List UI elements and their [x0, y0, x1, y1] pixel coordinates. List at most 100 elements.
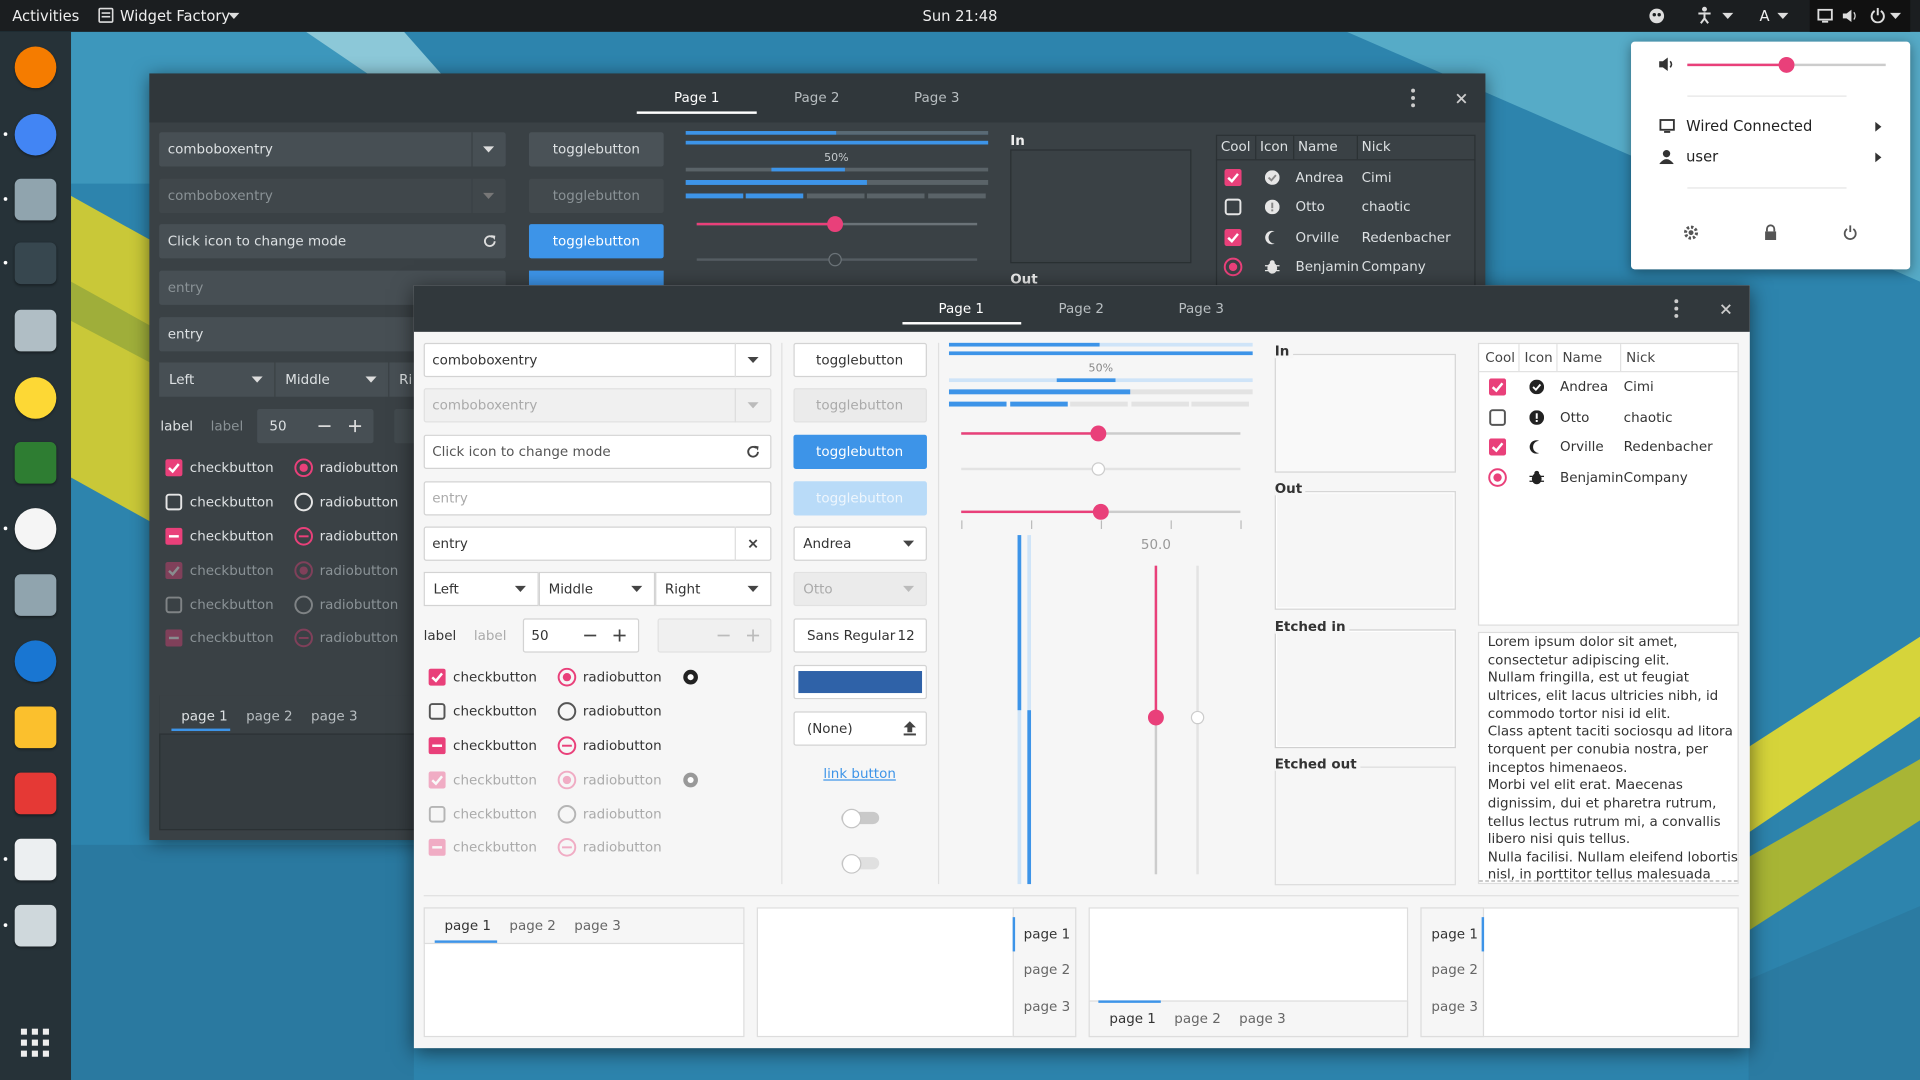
entry[interactable] — [159, 132, 506, 167]
slider-knob[interactable] — [841, 853, 862, 874]
column-header[interactable]: Cool — [1485, 349, 1515, 366]
power-icon[interactable] — [1870, 7, 1886, 24]
checkbox[interactable] — [1488, 438, 1507, 456]
entry[interactable] — [423, 388, 772, 423]
checkbox[interactable] — [428, 805, 446, 823]
entry[interactable] — [423, 434, 772, 469]
dock-icon[interactable] — [14, 377, 57, 419]
dropdown[interactable] — [793, 526, 927, 561]
column-header[interactable]: Icon — [1524, 349, 1553, 366]
checkbox[interactable] — [165, 562, 183, 580]
checkbox[interactable] — [1224, 228, 1242, 247]
menu-item[interactable]: user — [1686, 148, 1719, 166]
spin-minus[interactable] — [717, 629, 730, 641]
input-source[interactable]: A — [1759, 7, 1770, 25]
notebook-tab[interactable]: page 1 — [181, 708, 228, 725]
checkbox[interactable] — [428, 737, 446, 755]
notebook-tab[interactable]: page 3 — [574, 917, 621, 934]
link-button[interactable]: link button — [823, 765, 896, 782]
close-icon[interactable] — [748, 539, 758, 549]
radio[interactable] — [1488, 468, 1508, 488]
font-button[interactable] — [793, 618, 927, 653]
checkbox[interactable] — [165, 459, 183, 477]
radio[interactable] — [1223, 257, 1243, 277]
power-button[interactable] — [1843, 225, 1858, 240]
radio[interactable] — [557, 702, 577, 722]
dock-icon[interactable] — [14, 772, 57, 815]
checkbox[interactable] — [165, 629, 183, 647]
checkbox[interactable] — [165, 493, 183, 511]
dock-icon[interactable] — [14, 640, 57, 683]
slider-knob[interactable] — [1147, 709, 1164, 726]
dock-icon[interactable] — [14, 242, 57, 285]
app-menu[interactable]: Widget Factory — [120, 7, 231, 25]
spin-plus[interactable] — [348, 420, 362, 433]
notebook-tab[interactable]: page 2 — [509, 917, 556, 934]
checkbox[interactable] — [165, 527, 183, 545]
slider-knob[interactable] — [1090, 425, 1107, 442]
notebook-tab[interactable]: page 1 — [1023, 926, 1071, 943]
spin-plus[interactable] — [613, 629, 626, 642]
checkbox[interactable] — [428, 838, 446, 856]
activities-button[interactable]: Activities — [12, 7, 80, 25]
notebook-tab[interactable]: page 3 — [1431, 998, 1478, 1015]
radio[interactable] — [294, 595, 314, 615]
slider-knob[interactable] — [828, 252, 843, 267]
notebook-tab[interactable]: page 3 — [311, 708, 358, 725]
toggle-button[interactable] — [793, 434, 927, 469]
notebook-tab[interactable]: page 1 — [1431, 926, 1478, 943]
toggle-button[interactable] — [528, 224, 664, 259]
spin-plus[interactable] — [746, 629, 760, 642]
dock-icon[interactable] — [14, 838, 57, 881]
tab[interactable]: Page 2 — [794, 90, 840, 106]
radio[interactable] — [557, 667, 577, 687]
checkbox[interactable] — [1489, 409, 1506, 426]
settings-button[interactable] — [1683, 225, 1699, 240]
dock-icon[interactable] — [14, 46, 57, 89]
network-icon[interactable] — [1817, 8, 1833, 24]
column-header[interactable]: Nick — [1361, 138, 1391, 155]
radio[interactable] — [294, 561, 314, 581]
menu-button[interactable] — [1674, 299, 1679, 319]
radio[interactable] — [294, 458, 314, 478]
notebook-tab[interactable]: page 2 — [1023, 961, 1071, 978]
entry[interactable] — [423, 526, 772, 561]
radio[interactable] — [294, 492, 314, 512]
slider-knob[interactable] — [1092, 503, 1109, 520]
notebook-tab[interactable]: page 3 — [1239, 1010, 1286, 1027]
notebook-tab[interactable]: page 1 — [444, 917, 491, 934]
tab[interactable]: Page 1 — [938, 300, 984, 317]
lock-button[interactable] — [1764, 224, 1777, 241]
tab[interactable]: Page 1 — [674, 90, 720, 106]
entry[interactable] — [159, 224, 506, 259]
clock[interactable]: Sun 21:48 — [922, 7, 998, 25]
entry[interactable] — [159, 178, 506, 214]
toggle-button[interactable] — [528, 132, 664, 167]
dock-icon[interactable] — [14, 574, 57, 616]
spin-minus[interactable] — [584, 629, 597, 641]
toggle-button[interactable] — [528, 178, 664, 214]
notebook-tab[interactable]: page 2 — [246, 708, 293, 725]
app-grid-button[interactable] — [20, 1028, 50, 1058]
menu-button[interactable] — [1411, 88, 1416, 108]
radio[interactable] — [557, 770, 577, 790]
radio-dark[interactable] — [682, 669, 699, 686]
dock-icon[interactable] — [14, 113, 57, 156]
dropdown[interactable] — [793, 571, 927, 607]
notebook-tab[interactable]: page 2 — [1431, 961, 1478, 978]
refresh-icon[interactable] — [482, 234, 497, 249]
spin-minus[interactable] — [318, 420, 331, 432]
radio[interactable] — [294, 628, 314, 648]
notebook-tab[interactable]: page 1 — [1109, 1010, 1156, 1027]
checkbox[interactable] — [165, 596, 183, 614]
dock-icon[interactable] — [14, 309, 57, 352]
slider-knob[interactable] — [1190, 710, 1205, 725]
dock-icon[interactable] — [14, 508, 57, 550]
dock-icon[interactable] — [14, 178, 57, 221]
tab[interactable]: Page 2 — [1058, 300, 1104, 317]
notebook-tab[interactable]: page 3 — [1023, 998, 1071, 1015]
radio[interactable] — [557, 736, 577, 756]
radio[interactable] — [557, 838, 577, 858]
volume-icon[interactable] — [1842, 9, 1858, 24]
checkbox[interactable] — [1488, 378, 1507, 396]
